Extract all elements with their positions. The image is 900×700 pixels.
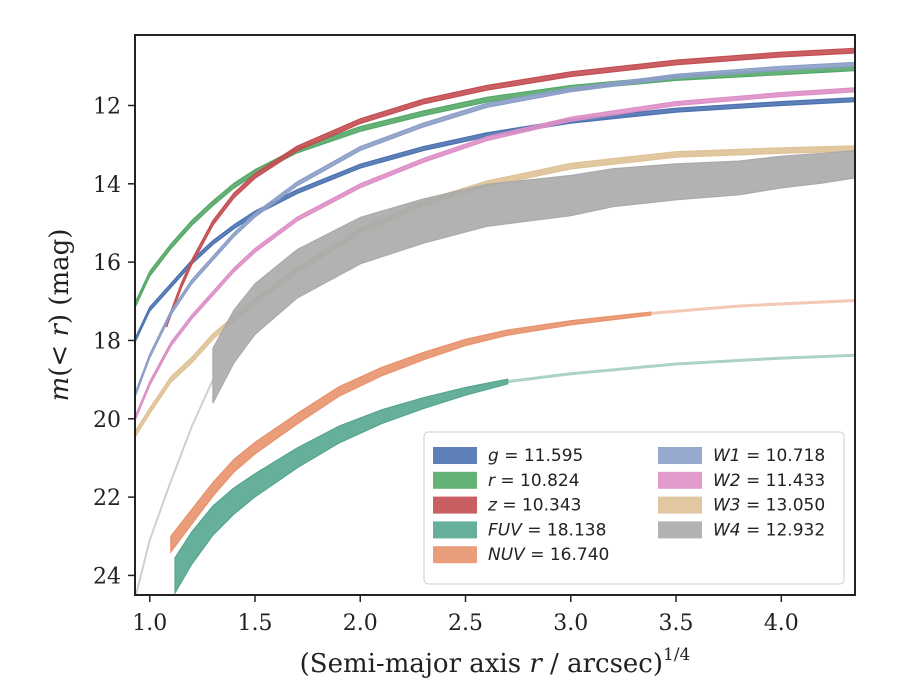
legend-label-w4: W4 = 12.932 xyxy=(713,520,825,540)
series-z-band xyxy=(166,47,855,328)
y-tick-label: 14 xyxy=(93,173,121,198)
x-axis-label-exponent: 1/4 xyxy=(663,645,690,665)
series-nuv-band xyxy=(170,311,652,554)
legend-label-w3: W3 = 13.050 xyxy=(713,496,825,516)
x-tick-label: 1.5 xyxy=(238,611,273,636)
legend-swatch-w2 xyxy=(658,471,702,489)
legend: g = 11.595 r = 10.824 z = 10.343 FUV = 18.1… xyxy=(423,431,845,585)
x-axis-ticks: 1.0 1.5 2.0 2.5 3.0 3.5 4.0 xyxy=(132,595,799,636)
series-w1-band xyxy=(135,61,855,398)
series-r-band xyxy=(135,65,855,308)
series-fuv-band xyxy=(174,378,509,595)
x-axis-label-post: / arcsec) xyxy=(542,649,663,679)
y-tick-label: 18 xyxy=(93,329,121,354)
legend-swatch-z xyxy=(433,496,477,514)
y-tick-label: 24 xyxy=(93,564,121,589)
legend-label-r: r = 10.824 xyxy=(488,471,580,491)
legend-swatch-r xyxy=(433,471,477,489)
plot-frame xyxy=(134,34,856,596)
y-axis-label-open: ( xyxy=(45,367,75,377)
x-tick-label: 2.0 xyxy=(343,611,378,636)
y-tick-label: 22 xyxy=(93,486,121,511)
series-w4-lead xyxy=(135,379,214,595)
y-axis-label-lt: < xyxy=(45,337,75,367)
x-axis-label: (Semi-major axis r / arcsec)1/4 xyxy=(300,645,691,679)
series-nuv-tail xyxy=(650,299,855,315)
legend-label-w1: W1 = 10.718 xyxy=(713,446,825,466)
legend-box xyxy=(423,431,845,585)
legend-label-z: z = 10.343 xyxy=(487,496,581,516)
x-axis-label-pre: (Semi-major axis xyxy=(300,649,530,679)
series-fuv-tail xyxy=(507,353,855,384)
x-tick-label: 3.0 xyxy=(553,611,588,636)
legend-swatch-g xyxy=(433,447,477,464)
y-axis-label: m(< r) (mag) xyxy=(45,229,75,402)
legend-label-g: g = 11.595 xyxy=(488,446,583,466)
legend-label-fuv: FUV = 18.138 xyxy=(488,520,606,540)
legend-swatch-nuv xyxy=(433,546,477,564)
y-axis-label-close: ) xyxy=(45,314,75,324)
legend-entries: g = 11.595 r = 10.824 z = 10.343 FUV = 18.1… xyxy=(433,446,825,565)
legend-swatch-w4 xyxy=(658,521,702,539)
y-tick-label: 12 xyxy=(93,94,121,119)
y-axis-ticks: 12 14 16 18 20 22 24 xyxy=(93,94,135,589)
plot-area xyxy=(135,47,855,595)
x-tick-label: 4.0 xyxy=(764,611,799,636)
y-axis-label-unit: (mag) xyxy=(45,229,75,314)
x-tick-label: 2.5 xyxy=(448,611,483,636)
y-axis-label-m: m xyxy=(45,377,75,402)
legend-swatch-w3 xyxy=(658,496,702,514)
x-tick-label: 1.0 xyxy=(132,611,167,636)
legend-swatch-w1 xyxy=(658,447,702,464)
x-tick-label: 3.5 xyxy=(659,611,694,636)
series-g-band xyxy=(135,97,855,343)
legend-swatch-fuv xyxy=(433,521,477,539)
legend-label-w2: W2 = 11.433 xyxy=(713,471,825,491)
legend-label-nuv: NUV = 16.740 xyxy=(488,545,609,565)
x-axis-label-var: r xyxy=(529,649,543,679)
y-tick-label: 16 xyxy=(93,251,121,276)
y-axis-label-r: r xyxy=(45,323,75,337)
series-w2-band xyxy=(135,87,855,421)
series-w4-band xyxy=(212,149,855,404)
series-layer xyxy=(135,47,855,595)
y-tick-label: 20 xyxy=(93,408,121,433)
